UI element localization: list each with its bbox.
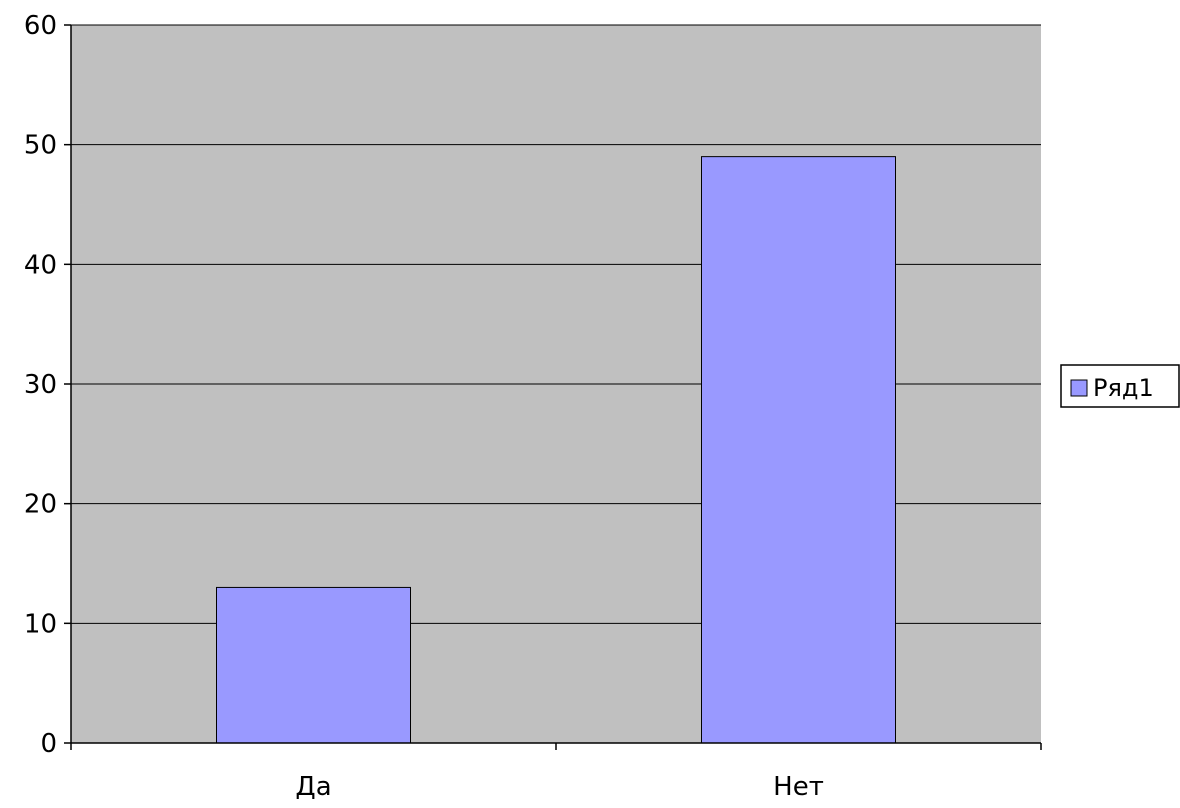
x-axis-ticks: Да Нет: [70, 743, 1042, 802]
y-tick-label: 40: [24, 250, 57, 280]
legend-swatch: [1070, 379, 1088, 397]
bar-1: [216, 586, 411, 744]
y-tick-label: 10: [24, 609, 57, 639]
y-tick-label: 0: [40, 729, 57, 759]
y-tick-label: 30: [24, 370, 57, 400]
y-tick-label: 50: [24, 131, 57, 161]
bar-2: [701, 156, 896, 744]
y-tick-label: 20: [24, 490, 57, 520]
y-tick-label: 60: [24, 11, 57, 41]
y-axis-ticks: 0 10 20 30 40 50 60: [24, 11, 71, 759]
x-category-label: Да: [295, 772, 331, 802]
legend-label: Ряд1: [1093, 374, 1154, 402]
legend: Ряд1: [1060, 364, 1180, 408]
bars: [216, 156, 896, 744]
x-category-label: Нет: [773, 772, 824, 802]
